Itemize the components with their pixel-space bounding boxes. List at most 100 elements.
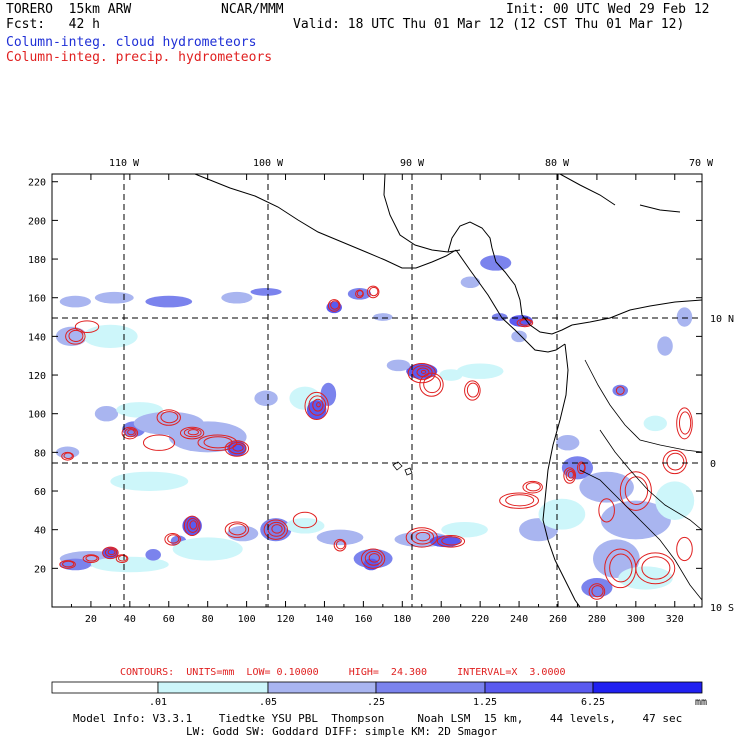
y-tick-label: 60 (34, 487, 46, 498)
precip-contour (662, 449, 687, 475)
x-tick-label: 40 (124, 614, 136, 625)
colorbar-label: 6.25 (581, 697, 605, 708)
precip-contour (179, 426, 205, 440)
precip-contour (102, 546, 119, 560)
cloud-patch (94, 291, 134, 304)
precip-contour (65, 328, 86, 345)
precip-contour (356, 290, 364, 297)
x-tick-label: 240 (510, 614, 528, 625)
lon-label-100w: 100 W (253, 158, 284, 169)
precip-contour (355, 289, 364, 299)
precip-contour (160, 411, 179, 424)
precip-contour (271, 524, 283, 534)
precip-contour (61, 451, 74, 461)
precip-contour (156, 409, 181, 426)
cloud-patch (145, 295, 193, 308)
precip-contour (567, 470, 574, 479)
precip-contour (423, 375, 441, 394)
precip-contour (327, 299, 341, 312)
x-tick-label: 180 (393, 614, 411, 625)
precip-contour (407, 362, 436, 384)
y-tick-label: 100 (28, 410, 46, 421)
cloud-patch (285, 518, 325, 534)
x-tick-label: 260 (549, 614, 567, 625)
precip-contour (62, 560, 75, 568)
precip-contour (68, 329, 84, 343)
model-info-line1: Model Info: V3.3.1 Tiedtke YSU PBL Thomp… (73, 712, 683, 725)
precip-contour (263, 519, 288, 540)
x-tick-label: 320 (666, 614, 684, 625)
precip-contour (330, 300, 340, 310)
precip-contour (366, 285, 380, 299)
x-tick-label: 280 (588, 614, 606, 625)
cloud-patch (538, 498, 586, 530)
x-tick-label: 140 (315, 614, 333, 625)
coastline-cuba (559, 174, 616, 206)
cloud-patch (556, 434, 580, 451)
coastline-gulf-mexico (383, 174, 461, 253)
coastline-yucatan (447, 221, 493, 253)
lon-label-110w: 110 W (109, 158, 140, 169)
precip-contour (308, 395, 327, 416)
precip-contour (364, 550, 383, 566)
precip-contour (666, 452, 685, 471)
cloud-patch (460, 276, 481, 289)
precip-contour (304, 391, 329, 420)
precip-contour (619, 471, 652, 511)
cloud-patch (441, 521, 488, 538)
cloud-patch (581, 578, 613, 598)
cloud-patch (94, 405, 119, 422)
precip-contour (441, 536, 462, 546)
precip-contour (82, 554, 100, 564)
model-title: TORERO 15km ARW (6, 2, 132, 17)
precip-hydrometeor-contours (59, 285, 693, 600)
precip-contour (563, 467, 577, 484)
precip-contour (186, 517, 199, 533)
cloud-patch (250, 288, 282, 296)
precip-contour (410, 529, 435, 545)
valid-time: Valid: 18 UTC Thu 01 Mar 12 (12 CST Thu … (293, 17, 685, 32)
precip-contour (591, 585, 604, 598)
precip-contour (224, 521, 250, 538)
coastlines (194, 174, 702, 607)
precip-contour (635, 552, 676, 585)
cloud-patch (254, 390, 278, 406)
coastline-hispaniola (639, 204, 681, 213)
field-label-precip: Column-integ. precip. hydrometeors (6, 50, 273, 65)
y-tick-label: 180 (28, 255, 46, 266)
x-tick-label: 60 (163, 614, 175, 625)
init-time: Init: 00 UTC Wed 29 Feb 12 (506, 2, 710, 17)
y-tick-label: 220 (28, 178, 46, 189)
y-tick-label: 200 (28, 216, 46, 227)
precip-contour (127, 429, 135, 436)
lat-lon-grid (52, 174, 702, 607)
colorbar-swatch (375, 681, 486, 694)
precip-contour (183, 515, 201, 536)
precip-contour (63, 452, 73, 460)
cloud-patch (110, 471, 189, 492)
y-tick-label: 40 (34, 526, 46, 537)
coastline-central-america-caribbean (491, 247, 573, 335)
precip-contour (499, 492, 540, 509)
cloud-patch (655, 481, 695, 521)
y-tick-label: 80 (34, 448, 46, 459)
lat-label-equator: 0 (710, 459, 716, 470)
colorbar-units: mm (695, 697, 708, 708)
coastline-caribbean-south-america (571, 299, 702, 326)
x-tick-label: 100 (238, 614, 256, 625)
precip-contour (678, 411, 692, 435)
cloud-patch (306, 400, 327, 420)
precip-contour (615, 386, 625, 395)
colorbar-label: .05 (259, 697, 277, 708)
cloud-patch (386, 359, 411, 372)
galapagos-islands (392, 461, 413, 476)
cloud-patch (347, 288, 372, 300)
lon-label-70w: 70 W (689, 158, 714, 169)
precip-contour (164, 533, 181, 546)
lon-label-90w: 90 W (400, 158, 425, 169)
precip-contour (228, 523, 247, 536)
coastline-south-america-pacific (542, 343, 581, 607)
precip-contour (85, 554, 98, 562)
model-info-line2: LW: Godd SW: Goddard DIFF: simple KM: 2D… (186, 725, 498, 738)
coastline-central-america-pacific (455, 249, 566, 353)
